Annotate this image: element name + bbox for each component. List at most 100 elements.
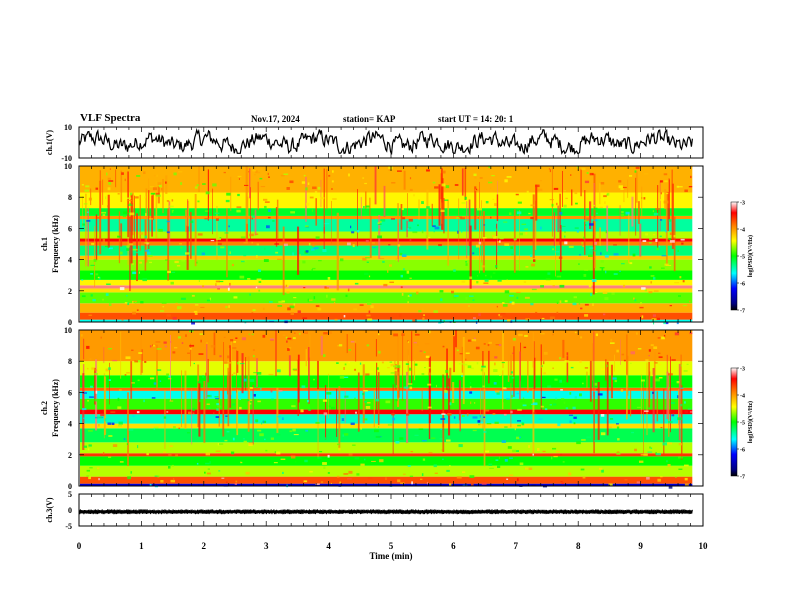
spectrogram-ch1-speckle [556,311,559,314]
spectrogram-ch1-speckle [228,225,230,228]
spectrogram-ch1-speckle [434,186,439,189]
spectrogram-ch1-speckle [483,224,486,226]
spectrogram-ch1-speckle [352,244,355,248]
spectrogram-ch2-streak [206,344,208,399]
spectrogram-ch1-speckle [622,186,627,189]
spectrogram-ch2-speckle [492,413,496,415]
spectrogram-ch1-speckle [524,228,528,231]
spectrogram-ch2-speckle [303,331,308,334]
spectrogram-ch2-streak [532,332,534,368]
spectrogram-ch2-speckle [124,374,127,376]
spectrogram-ch2-speckle [428,372,431,376]
spectrogram-ch2-speckle [104,418,107,422]
spectrogram-ch2-speckle [488,463,493,466]
spectrogram-ch1-speckle [608,317,611,319]
spectrogram-ch2-speckle [648,349,651,352]
spectrogram-ch2-streak [95,359,98,431]
spectrogram-ch1-speckle [559,211,563,215]
spectrogram-ch2-speckle [568,472,572,476]
spectrogram-ch1-streak [320,179,322,208]
spectrogram-ch2-speckle [516,450,519,452]
spectrogram-ch1-speckle [251,241,253,244]
spectrogram-ch1-speckle [389,281,394,283]
spectrogram-ch2-streak [630,389,632,417]
spectrogram-ch2-speckle [574,331,577,334]
spectrogram-ch2-speckle [495,459,499,461]
spectrogram-ch1-speckle [490,216,492,219]
spectrogram-ch1-band [80,292,693,304]
spectrogram-ch2-speckle [193,362,195,365]
spectrogram-ch2-streak [248,389,251,414]
spectrogram-ch1-speckle [252,309,256,312]
spectrogram-ch2-speckle [512,449,517,453]
spectrogram-ch2-speckle [395,441,400,444]
spectrogram-ch1-speckle [673,235,676,238]
spectrogram-ch1-speckle [165,181,167,184]
spectrogram-ch1-speckle [425,235,428,239]
spectrogram-ch1-speckle [98,276,101,280]
spectrogram-ch1-speckle [92,298,96,302]
spectrogram-ch1-speckle [582,245,585,247]
spectrogram-ch1-speckle [95,273,99,276]
spectrogram-ch2-speckle [684,464,689,467]
spectrogram-ch1-speckle [488,166,491,168]
spectrogram-ch1-speckle [523,281,527,283]
spectrogram-ch2-speckle [264,438,266,441]
spectrogram-ch1-speckle [107,187,111,191]
spectrogram-ch1-speckle [314,191,318,193]
spectrogram-ch2-speckle [262,420,265,423]
spectrogram-ch1-speckle [134,301,137,304]
spectrogram-ch1-speckle [312,243,315,247]
spectrogram-ch2-speckle [255,419,259,422]
spectrogram-ch2-streak [428,383,431,439]
spectrogram-ch2-speckle [202,375,204,378]
spectrogram-ch2-speckle [276,434,281,436]
spectrogram-ch2-speckle [160,480,164,483]
spectrogram-ch1-speckle [290,211,295,214]
spectrogram-ch2-speckle [569,392,572,395]
spectrogram-ch2-speckle [375,435,381,438]
spectrogram-ch2-speckle [483,416,486,418]
spectrogram-ch2-speckle [385,400,391,404]
spectrogram-ch2-speckle [323,354,326,357]
spectrogram-ch2-speckle [646,477,650,480]
spectrogram-ch1-speckle [350,225,352,229]
spectrogram-ch2-speckle [223,336,226,338]
spectrogram-ch2-speckle [634,448,637,452]
spectrogram-ch1-speckle [442,170,446,174]
spectrogram-ch1-speckle [277,258,282,260]
spectrogram-ch2-streak [652,368,655,433]
spectrogram-ch1-speckle [438,244,442,247]
spectrogram-ch1-speckle [200,306,205,308]
spectrogram-ch2-speckle [601,469,604,473]
spectrogram-ch1-speckle [583,236,585,240]
spectrogram-ch2-speckle [270,437,274,440]
spectrogram-ch2-speckle [431,437,436,439]
spectrogram-ch2-speckle [205,462,210,465]
spectrogram-ch2-speckle [87,367,89,370]
spectrogram-ch1-streak [606,205,609,252]
spectrogram-ch1-streak [400,204,403,230]
spectrogram-ch1-speckle [623,284,626,288]
spectrogram-ch2-speckle [559,453,563,456]
spectrogram-ch2-speckle [648,355,650,357]
spectrogram-ch2-streak [141,349,143,373]
spectrogram-ch1-speckle [197,233,203,236]
spectrogram-ch1-streak [555,217,556,277]
spectrogram-ch1-speckle [580,307,583,310]
spectrogram-ch1-speckle [290,312,294,315]
spectrogram-ch2-speckle [169,445,173,448]
spectrogram-ch2-speckle [387,423,393,426]
spectrogram-ch1-speckle [503,221,508,223]
spectrogram-ch2-speckle [523,484,526,486]
spectrogram-ch1-speckle [549,199,554,201]
spectrogram-ch2-streak [448,378,451,436]
spectrogram-ch2-streak [510,383,512,428]
spectrogram-ch2-streak [236,389,239,436]
spectrogram-ch2-speckle [262,420,267,424]
spectrogram-ch2-speckle [549,404,552,406]
spectrogram-ch1-speckle [268,216,271,219]
spectrogram-ch2-speckle [553,455,558,458]
spectrogram-ch2-speckle [83,445,87,448]
spectrogram-ch2-speckle [320,420,325,424]
